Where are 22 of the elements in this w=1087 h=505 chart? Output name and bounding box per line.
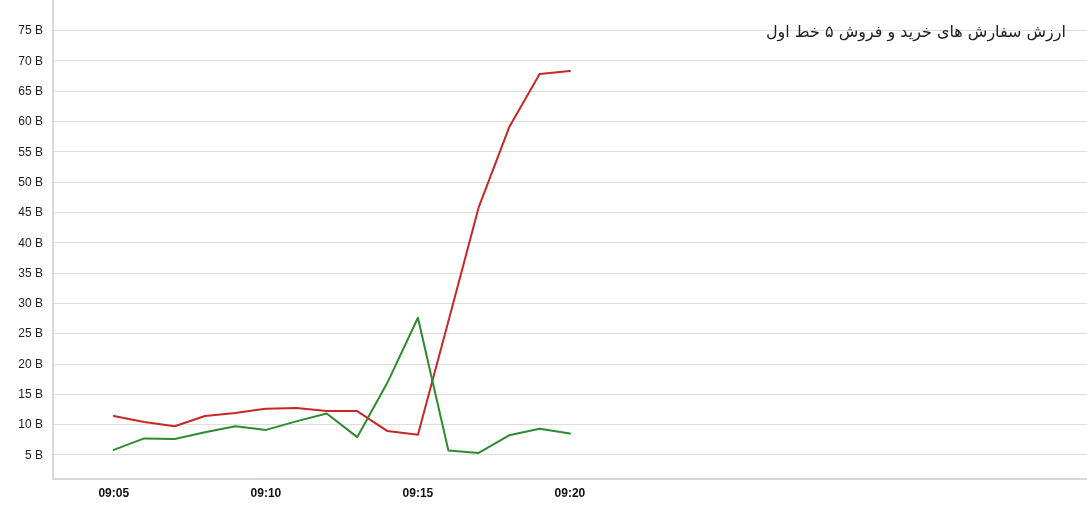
y-tick-label: 65 B bbox=[18, 83, 43, 98]
y-tick-label: 25 B bbox=[18, 326, 43, 341]
x-tick-label: 09:10 bbox=[250, 486, 282, 500]
text: ارزش سفارش های خرید و فروش ۵ خط اول bbox=[765, 21, 1067, 42]
y-tick-label: 30 B bbox=[18, 296, 43, 311]
y-tick-label: 10 B bbox=[18, 417, 43, 432]
x-tick-label: 09:20 bbox=[554, 486, 586, 500]
y-tick-label: 55 B bbox=[18, 144, 43, 159]
line-series bbox=[112, 69, 571, 436]
y-tick-label: 5 B bbox=[24, 447, 43, 462]
y-tick-label: 60 B bbox=[18, 114, 43, 129]
y-tick-label: 75 B bbox=[18, 23, 43, 38]
y-tick-label: 15 B bbox=[18, 387, 43, 402]
y-tick-label: 35 B bbox=[18, 265, 43, 280]
y-tick-label: 50 B bbox=[18, 174, 43, 189]
y-tick-label: 70 B bbox=[18, 53, 43, 68]
x-tick-label: 09:15 bbox=[402, 486, 434, 500]
line-series bbox=[112, 316, 571, 454]
y-tick-label: 20 B bbox=[18, 356, 43, 371]
y-tick-label: 45 B bbox=[18, 205, 43, 220]
x-tick-label: 09:05 bbox=[98, 486, 130, 500]
y-tick-label: 40 B bbox=[18, 235, 43, 250]
